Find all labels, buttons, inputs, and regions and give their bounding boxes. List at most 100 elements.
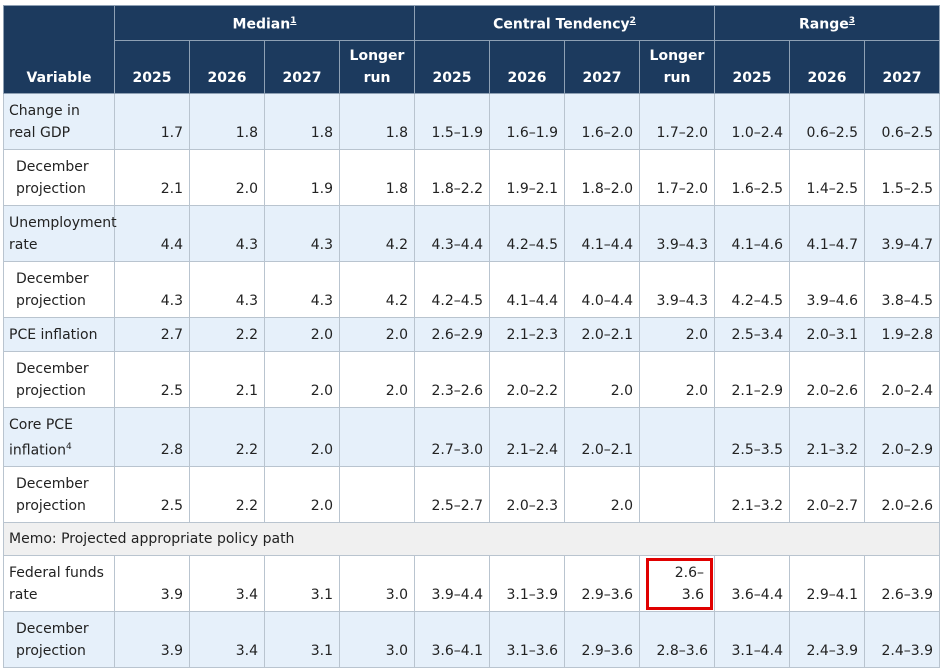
label-text: Change in real GDP — [9, 102, 80, 141]
value: 4.1–4.7 — [806, 236, 858, 253]
value-cell: 1.6–2.0 — [564, 92, 640, 150]
value-cell: 2.2 — [189, 406, 265, 468]
value-cell: 3.1–4.4 — [714, 611, 790, 668]
value: 2.1 — [160, 180, 183, 197]
value: 3.1 — [310, 643, 333, 660]
row-label: December projection — [3, 466, 115, 524]
value: 2.8 — [160, 442, 183, 459]
value-cell: 2.4–3.9 — [864, 611, 940, 668]
value-cell: 4.2–4.5 — [714, 260, 790, 318]
data-row: December projection 2.1 2.0 1.9 1.8 1.8–2.2 1.… — [3, 148, 940, 206]
value-cell: 2.7 — [114, 316, 190, 352]
value-cell: 2.0 — [639, 316, 715, 352]
label-text: December projection — [16, 621, 89, 660]
value-cell: 4.3 — [264, 260, 340, 318]
value: 4.2–4.5 — [731, 292, 783, 309]
footnote-link[interactable]: 2 — [629, 16, 636, 26]
column-header: 2025 — [714, 39, 790, 94]
value: 0.6–2.5 — [806, 124, 858, 141]
value-cell: 1.0–2.4 — [714, 92, 790, 150]
value: 1.8 — [385, 124, 408, 141]
value: 2.1 — [235, 382, 258, 399]
value-cell: 2.4–3.9 — [789, 611, 865, 668]
column-header: Longer run — [639, 39, 715, 94]
value: 4.4 — [160, 236, 183, 253]
value: 2.0–2.6 — [881, 498, 933, 515]
value: 2.0 — [685, 326, 708, 343]
footnote-link[interactable]: 1 — [290, 16, 297, 26]
value: 3.1 — [310, 587, 333, 604]
value: 3.0 — [385, 587, 408, 604]
value: 2.1–2.3 — [506, 326, 558, 343]
value-cell: 2.0 — [189, 148, 265, 206]
value: 2.0–2.6 — [806, 382, 858, 399]
value: 3.4 — [235, 643, 258, 660]
value: 1.5–2.5 — [881, 180, 933, 197]
value: 4.3–4.4 — [431, 236, 483, 253]
value-cell: 3.4 — [189, 555, 265, 613]
value-cell: 4.4 — [114, 204, 190, 262]
label-text: Federal funds rate — [9, 565, 104, 604]
column-header: 2026 — [189, 39, 265, 94]
value: 2.0 — [385, 326, 408, 343]
value: 1.5–1.9 — [431, 124, 483, 141]
column-header: 2027 — [864, 39, 940, 94]
header-text: Longer run — [649, 47, 705, 86]
value: 2.9–3.6 — [581, 587, 633, 604]
value-cell: 2.8 — [114, 406, 190, 468]
value: 4.1–4.6 — [731, 236, 783, 253]
value-cell: 4.2 — [339, 204, 415, 262]
value-cell: 4.3–4.4 — [414, 204, 490, 262]
value: 1.8–2.0 — [581, 180, 633, 197]
value: 2.6–3.9 — [881, 587, 933, 604]
value-cell: 2.0 — [339, 316, 415, 352]
value: 3.8–4.5 — [881, 292, 933, 309]
value: 2.0 — [310, 382, 333, 399]
value-cell — [639, 466, 715, 524]
value: 2.0–2.4 — [881, 382, 933, 399]
value-cell: 3.1 — [264, 611, 340, 668]
value-cell: 2.0–2.1 — [564, 406, 640, 468]
value: 3.9 — [160, 587, 183, 604]
data-row: December projection 2.5 2.1 2.0 2.0 2.3–2.6 2.… — [3, 350, 940, 408]
value: 2.7–3.0 — [431, 442, 483, 459]
value-cell: 3.4 — [189, 611, 265, 668]
value: 4.3 — [235, 236, 258, 253]
memo-text: Memo: Projected appropriate policy path — [9, 531, 295, 548]
value: 2.2 — [235, 498, 258, 515]
value-cell: 3.1–3.9 — [489, 555, 565, 613]
row-label: Federal funds rate — [3, 555, 115, 613]
value-cell: 1.5–1.9 — [414, 92, 490, 150]
value-cell: 3.9 — [114, 555, 190, 613]
value-cell: 3.9–4.7 — [864, 204, 940, 262]
value-cell: 2.0 — [264, 316, 340, 352]
group-label: Median — [232, 16, 291, 33]
value-cell: 2.1–3.2 — [714, 466, 790, 524]
value: 3.9–4.3 — [656, 236, 708, 253]
value: 4.0–4.4 — [581, 292, 633, 309]
value: 3.9–4.4 — [431, 587, 483, 604]
highlighted-value: 2.6–3.6 — [646, 558, 713, 611]
value-cell: 4.3 — [189, 204, 265, 262]
value: 4.2 — [385, 292, 408, 309]
value-cell: 2.5–3.4 — [714, 316, 790, 352]
value: 3.1–3.9 — [506, 587, 558, 604]
row-label: December projection — [3, 260, 115, 318]
value: 3.6–4.1 — [431, 643, 483, 660]
value-cell: 3.9–4.4 — [414, 555, 490, 613]
header-text: Longer run — [349, 47, 405, 86]
value: 1.9–2.1 — [506, 180, 558, 197]
value-cell: 1.4–2.5 — [789, 148, 865, 206]
value-cell: 0.6–2.5 — [789, 92, 865, 150]
header-text: 2027 — [882, 69, 922, 86]
value-cell: 4.2 — [339, 260, 415, 318]
value: 2.0 — [685, 382, 708, 399]
row-label: December projection — [3, 350, 115, 408]
value: 3.1–3.6 — [506, 643, 558, 660]
value: 1.7–2.0 — [656, 180, 708, 197]
value-cell: 1.8–2.2 — [414, 148, 490, 206]
value-cell: 1.8 — [189, 92, 265, 150]
footnote-link[interactable]: 3 — [848, 16, 855, 26]
data-row: December projection 4.3 4.3 4.3 4.2 4.2–4.5 4.… — [3, 260, 940, 318]
value-cell: 4.3 — [114, 260, 190, 318]
